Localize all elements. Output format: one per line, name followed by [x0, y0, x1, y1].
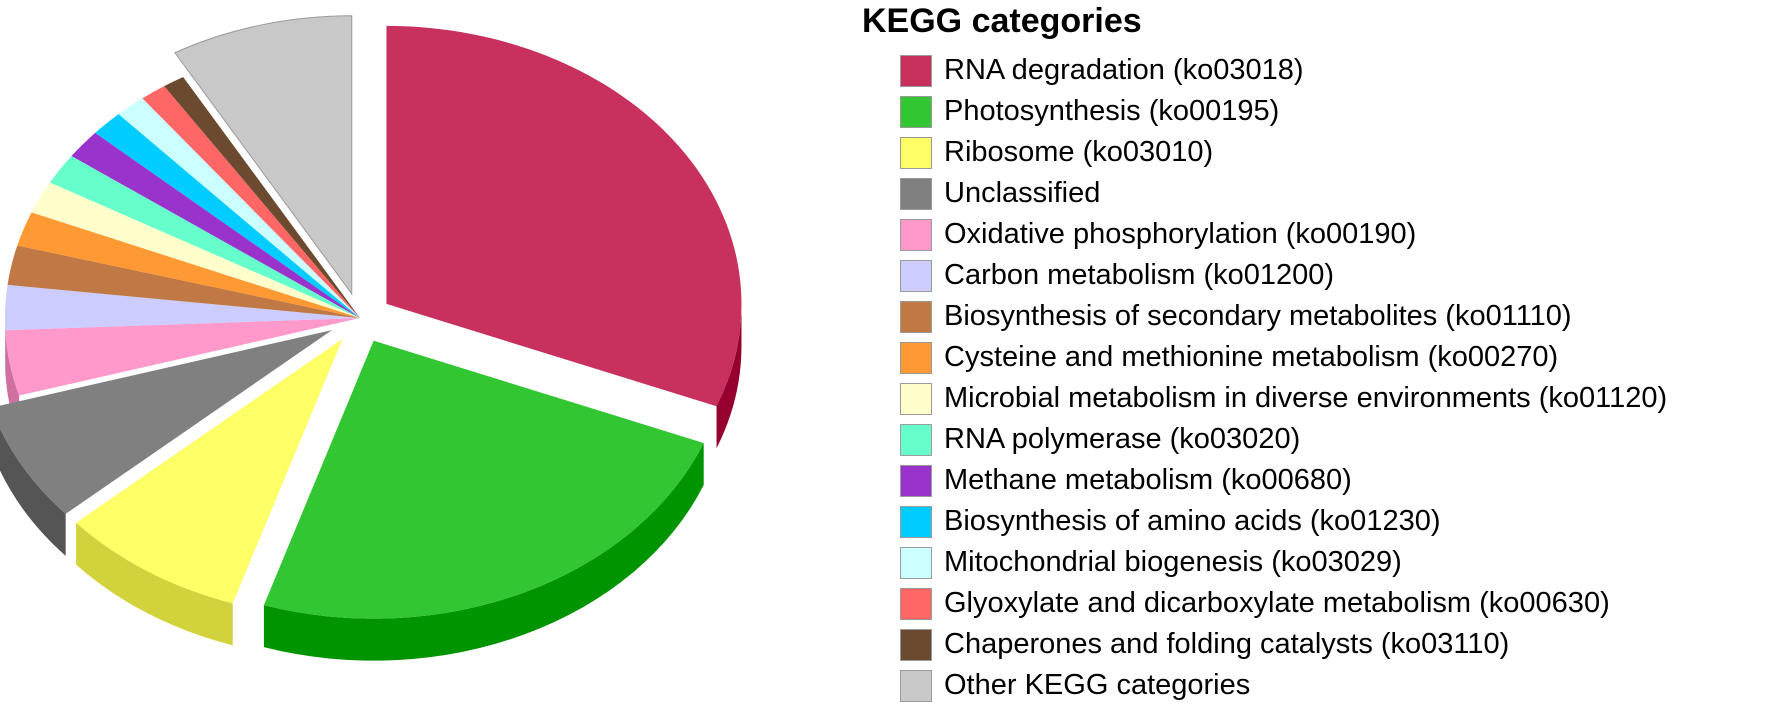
legend-item: Biosynthesis of amino acids (ko01230) — [900, 501, 1667, 542]
legend-swatch — [900, 177, 932, 210]
legend-item: Photosynthesis (ko00195) — [900, 91, 1667, 132]
legend-swatch — [900, 464, 932, 497]
legend-swatch — [900, 136, 932, 169]
legend-item: Mitochondrial biogenesis (ko03029) — [900, 542, 1667, 583]
legend-label: Photosynthesis (ko00195) — [944, 95, 1280, 127]
legend-swatch — [900, 54, 932, 87]
legend-item: RNA polymerase (ko03020) — [900, 419, 1667, 460]
pie-slice — [95, 114, 360, 318]
pie-slice — [142, 86, 360, 318]
pie-slice — [31, 182, 360, 318]
legend-title: KEGG categories — [862, 2, 1142, 40]
legend-label: Methane metabolism (ko00680) — [944, 464, 1352, 496]
legend-label: RNA polymerase (ko03020) — [944, 423, 1301, 455]
chart-legend: KEGG categories RNA degradation (ko03018… — [862, 0, 1767, 710]
pie-slice-side — [263, 443, 704, 661]
legend-swatch — [900, 546, 932, 579]
pie-slice — [71, 132, 361, 318]
pie-slice — [49, 156, 361, 318]
legend-label: Unclassified — [944, 177, 1101, 209]
pie-slice-side — [716, 303, 742, 449]
legend-swatch — [900, 587, 932, 620]
legend-swatch — [900, 423, 932, 456]
legend-label: Microbial metabolism in diverse environm… — [944, 382, 1668, 414]
legend-label: Biosynthesis of amino acids (ko01230) — [944, 505, 1441, 537]
legend-item: Oxidative phosphorylation (ko00190) — [900, 214, 1667, 255]
pie-slice — [5, 318, 361, 396]
legend-swatch — [900, 300, 932, 333]
legend-swatch — [900, 218, 932, 251]
legend-swatch — [900, 341, 932, 374]
legend-swatch — [900, 382, 932, 415]
legend-label: Mitochondrial biogenesis (ko03029) — [944, 546, 1402, 578]
pie-slice — [76, 338, 343, 604]
pie-chart — [0, 0, 860, 710]
pie-slice-side — [0, 428, 66, 556]
pie-slice — [4, 284, 360, 331]
pie-slice-side — [76, 522, 233, 646]
legend-label: Chaperones and folding catalysts (ko0311… — [944, 628, 1510, 660]
pie-chart-svg — [0, 15, 742, 661]
legend-item: Microbial metabolism in diverse environm… — [900, 378, 1667, 419]
legend-swatch — [900, 505, 932, 538]
pie-slice — [164, 76, 360, 318]
legend-label: Biosynthesis of secondary metabolites (k… — [944, 300, 1572, 332]
pie-slice — [386, 25, 742, 407]
legend-item: RNA degradation (ko03018) — [900, 50, 1667, 91]
pie-slice — [174, 15, 353, 296]
legend-item: Cysteine and methionine metabolism (ko00… — [900, 337, 1667, 378]
pie-slice — [263, 340, 704, 619]
legend-item: Glyoxylate and dicarboxylate metabolism … — [900, 583, 1667, 624]
legend-swatch — [900, 259, 932, 292]
legend-label: Oxidative phosphorylation (ko00190) — [944, 218, 1417, 250]
legend-item: Methane metabolism (ko00680) — [900, 460, 1667, 501]
pie-slice — [7, 245, 361, 318]
legend-label: Cysteine and methionine metabolism (ko00… — [944, 341, 1559, 373]
legend-list: RNA degradation (ko03018) Photosynthesis … — [900, 50, 1667, 706]
legend-label: Ribosome (ko03010) — [944, 136, 1214, 168]
legend-item: Other KEGG categories — [900, 665, 1667, 706]
pie-slice — [17, 212, 360, 318]
legend-label: RNA degradation (ko03018) — [944, 54, 1304, 86]
legend-swatch — [900, 669, 932, 702]
legend-swatch — [900, 628, 932, 661]
legend-item: Biosynthesis of secondary metabolites (k… — [900, 296, 1667, 337]
pie-slice — [0, 330, 332, 514]
legend-item: Unclassified — [900, 173, 1667, 214]
pie-slice — [118, 98, 361, 318]
legend-swatch — [900, 95, 932, 128]
legend-item: Chaperones and folding catalysts (ko0311… — [900, 624, 1667, 665]
legend-item: Ribosome (ko03010) — [900, 132, 1667, 173]
legend-label: Carbon metabolism (ko01200) — [944, 259, 1335, 291]
legend-label: Glyoxylate and dicarboxylate metabolism … — [944, 587, 1610, 619]
legend-label: Other KEGG categories — [944, 669, 1251, 701]
legend-item: Carbon metabolism (ko01200) — [900, 255, 1667, 296]
